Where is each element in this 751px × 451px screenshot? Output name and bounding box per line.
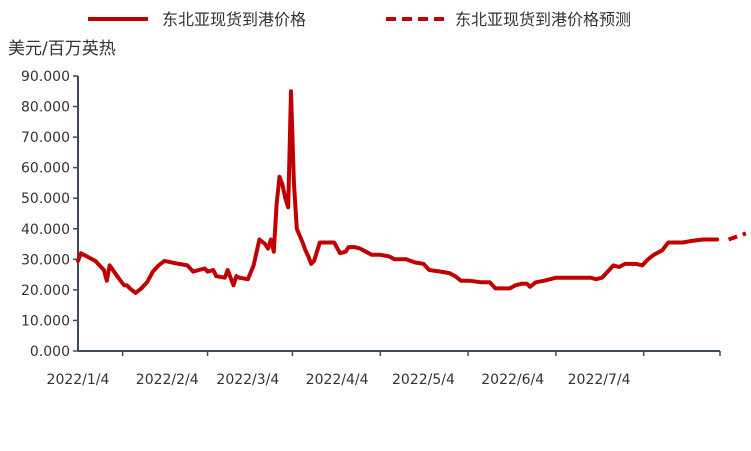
y-tick-label: 70.000 [21,130,70,146]
x-tick-label: 2022/6/4 [481,372,544,388]
legend: 东北亚现货到港价格 东北亚现货到港价格预测 [88,10,631,29]
x-axis-ticks: 2022/1/4 2022/2/4 2022/3/4 2022/4/4 2022/5/4… [47,351,721,388]
x-tick-label: 2022/7/4 [568,372,631,388]
y-axis-unit-label: 美元/百万英热 [8,39,116,59]
x-tick-label: 2022/2/4 [136,372,199,388]
y-axis-ticks: 0.000 10.000 20.000 30.000 40.000 50.000 60.00… [21,69,78,360]
y-tick-label: 20.000 [21,283,70,299]
y-tick-label: 10.000 [21,313,70,329]
legend-label-forecast: 东北亚现货到港价格预测 [455,10,631,29]
series-group [76,89,747,295]
y-tick-label: 90.000 [21,69,70,85]
x-tick-label: 2022/4/4 [306,372,369,388]
y-tick-label: 80.000 [21,100,70,116]
series-line-forecast [727,231,747,242]
y-tick-label: 40.000 [21,222,70,238]
y-tick-label: 30.000 [21,252,70,268]
legend-label-actual: 东北亚现货到港价格 [162,10,306,29]
x-tick-label: 2022/5/4 [392,372,455,388]
series-line-actual [76,89,720,295]
y-tick-label: 60.000 [21,161,70,177]
y-tick-label: 0.000 [30,344,70,360]
y-tick-label: 50.000 [21,191,70,207]
x-tick-label: 2022/3/4 [216,372,279,388]
x-tick-label: 2022/1/4 [47,372,110,388]
